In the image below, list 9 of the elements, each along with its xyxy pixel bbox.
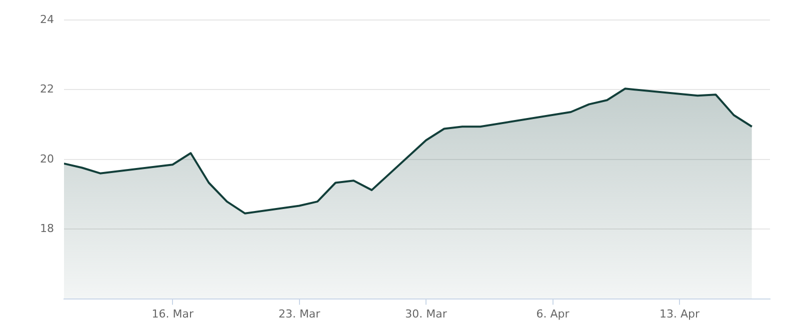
x-tick-label: 6. Apr — [536, 307, 570, 320]
x-tick-label: 13. Apr — [659, 307, 700, 320]
y-tick-label: 20 — [40, 152, 54, 166]
x-tick-label: 23. Mar — [278, 307, 321, 320]
y-tick-label: 18 — [40, 222, 54, 235]
x-tick-label: 30. Mar — [405, 307, 448, 320]
y-tick-label: 22 — [40, 82, 54, 96]
x-tick-label: 16. Mar — [152, 307, 194, 320]
y-tick-label: 24 — [40, 12, 54, 26]
